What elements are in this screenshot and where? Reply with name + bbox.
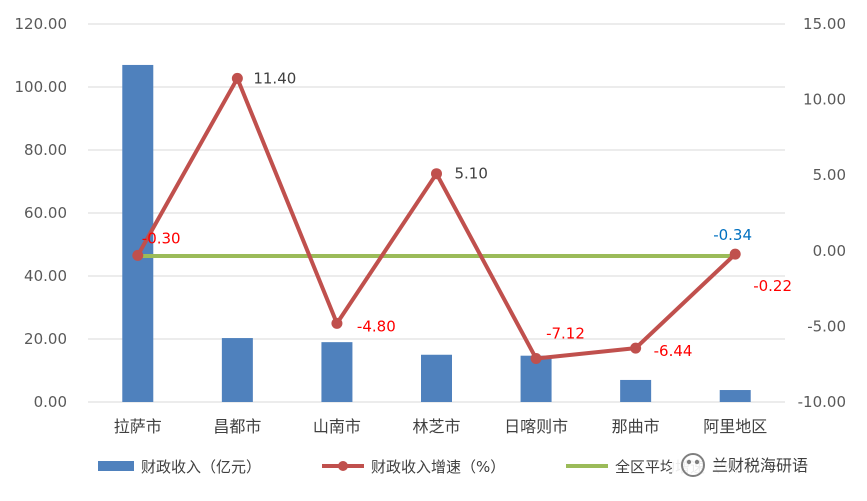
watermark-logo-icon bbox=[681, 453, 705, 477]
right-tick-label: 15.00 bbox=[803, 15, 846, 33]
growth-point bbox=[630, 342, 642, 354]
left-tick-label: 100.00 bbox=[15, 78, 68, 96]
growth-point bbox=[132, 249, 144, 261]
category-label: 那曲市 bbox=[612, 417, 660, 436]
category-label: 昌都市 bbox=[213, 417, 261, 436]
legend-growth-swatch-marker bbox=[338, 461, 348, 471]
bar-series bbox=[122, 64, 751, 402]
growth-line-series bbox=[132, 72, 741, 364]
category-axis-labels: 拉萨市 昌都市 山南市 林芝市 日喀则市 那曲市 阿里地区 bbox=[114, 417, 767, 436]
watermark-logo-dot-icon-2 bbox=[694, 459, 700, 465]
growth-point bbox=[729, 248, 741, 260]
bar bbox=[620, 379, 652, 402]
watermark-bg bbox=[672, 447, 857, 483]
growth-point bbox=[231, 72, 243, 84]
right-tick-label: 10.00 bbox=[803, 91, 846, 109]
watermark-text: 兰财税海研语 bbox=[712, 456, 808, 475]
average-data-label: -0.34 bbox=[713, 226, 752, 244]
growth-line bbox=[136, 76, 737, 361]
left-tick-label: 120.00 bbox=[15, 15, 68, 33]
bar bbox=[221, 338, 253, 402]
data-labels: -0.30 11.40 -4.80 5.10 -7.12 -6.44 -0.22 -0.34 bbox=[142, 69, 792, 360]
category-label: 林芝市 bbox=[412, 417, 460, 436]
legend-growth-label: 财政收入增速（%） bbox=[371, 458, 505, 476]
left-tick-label: 60.00 bbox=[24, 204, 67, 222]
right-tick-label: 5.00 bbox=[813, 166, 846, 184]
category-label: 日喀则市 bbox=[504, 417, 568, 436]
category-label: 山南市 bbox=[313, 417, 361, 436]
legend-bar-swatch bbox=[98, 461, 134, 471]
bar bbox=[321, 342, 353, 402]
growth-data-label: -6.44 bbox=[654, 342, 693, 360]
growth-data-label: 5.10 bbox=[455, 165, 488, 183]
growth-point bbox=[431, 168, 442, 180]
left-tick-label: 80.00 bbox=[24, 141, 67, 159]
legend-bar-label: 财政收入（亿元） bbox=[141, 458, 261, 476]
watermark-logo-dot-icon bbox=[686, 459, 692, 465]
left-tick-label: 0.00 bbox=[34, 393, 67, 411]
category-label: 阿里地区 bbox=[703, 417, 767, 436]
left-axis-ticks: 0.00 20.00 40.00 60.00 80.00 100.00 120.00 bbox=[15, 15, 68, 411]
right-tick-label: 0.00 bbox=[813, 242, 846, 260]
gridlines bbox=[88, 23, 785, 403]
right-tick-label: -10.00 bbox=[798, 393, 846, 411]
bar bbox=[719, 390, 751, 402]
left-tick-label: 20.00 bbox=[24, 330, 67, 348]
right-axis-ticks: -10.00 -5.00 0.00 5.00 10.00 15.00 bbox=[798, 15, 846, 411]
legend: 财政收入（亿元） 财政收入增速（%） 全区平均增速（%） bbox=[98, 458, 749, 476]
right-tick-label: -5.00 bbox=[807, 317, 846, 335]
growth-data-label: -7.12 bbox=[546, 324, 585, 342]
growth-point bbox=[331, 317, 343, 329]
growth-data-label: 11.40 bbox=[253, 69, 296, 87]
bar bbox=[421, 354, 452, 402]
category-label: 拉萨市 bbox=[114, 417, 162, 436]
growth-data-label: -0.30 bbox=[142, 229, 181, 247]
growth-point bbox=[530, 352, 542, 364]
watermark: 兰财税海研语 bbox=[672, 447, 857, 483]
growth-data-label: -4.80 bbox=[357, 317, 396, 335]
growth-data-label: -0.22 bbox=[753, 277, 792, 295]
left-tick-label: 40.00 bbox=[24, 267, 67, 285]
